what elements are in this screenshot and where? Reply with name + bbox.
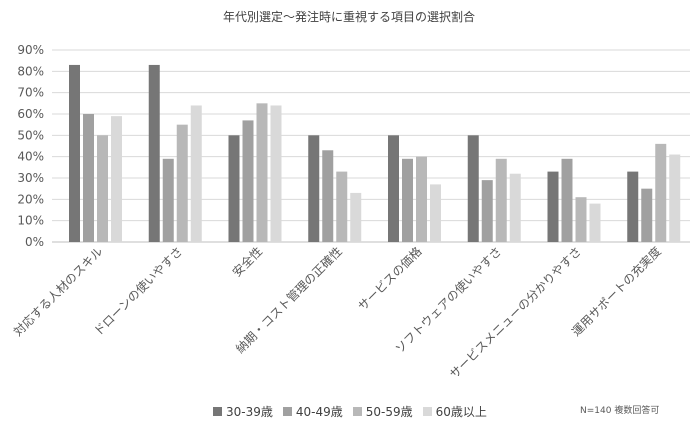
legend-label: 30-39歳	[226, 404, 273, 419]
legend-swatch	[282, 406, 292, 416]
bar	[509, 173, 521, 242]
bar	[270, 105, 282, 242]
legend-label: 60歳以上	[435, 404, 487, 419]
x-tick-label: ドローンの使いやすさ	[90, 244, 185, 339]
bar	[402, 158, 413, 242]
legend-item: 60歳以上	[422, 403, 487, 420]
legend-item: 50-59歳	[352, 403, 413, 420]
x-tick-label: サービスメニューの分かりやすさ	[447, 244, 584, 381]
bar	[97, 135, 108, 242]
bar	[336, 171, 348, 242]
bar	[176, 124, 188, 242]
bar	[388, 135, 399, 242]
legend-swatch	[352, 406, 362, 416]
bar	[162, 158, 174, 242]
bar	[547, 171, 559, 242]
chart-title: 年代別選定〜発注時に重視する項目の選択割合	[222, 10, 475, 24]
bar	[148, 64, 160, 242]
bar	[228, 135, 240, 242]
bar	[308, 135, 320, 242]
bar	[242, 120, 254, 242]
bar	[481, 180, 493, 242]
bar	[322, 150, 334, 242]
bar	[69, 64, 80, 242]
legend: 30-39歳 40-49歳 50-59歳 60歳以上	[213, 403, 487, 419]
bar	[190, 105, 202, 242]
legend-item: 40-49歳	[282, 403, 343, 420]
y-tick-label: 30%	[17, 171, 44, 185]
bar	[669, 154, 681, 242]
bar	[641, 188, 653, 242]
legend-swatch	[213, 406, 222, 416]
bar	[256, 103, 268, 242]
legend-label: 40-49歳	[295, 404, 343, 419]
legend-swatch	[422, 406, 432, 416]
x-tick-label: 運用サポートの充実度	[568, 244, 663, 339]
y-tick-label: 0%	[25, 235, 44, 249]
y-tick-label: 20%	[17, 192, 44, 206]
y-tick-label: 60%	[17, 107, 44, 121]
bar	[561, 158, 573, 242]
bar	[111, 116, 122, 242]
x-tick-label: 対応する人材のスキル	[11, 244, 106, 339]
bar	[83, 114, 94, 242]
legend-label: 50-59歳	[365, 404, 413, 419]
bar	[350, 192, 362, 242]
bar	[627, 171, 639, 242]
bar	[575, 197, 587, 242]
legend-item: 30-39歳	[213, 403, 273, 420]
chart-note: N=140 複数回答可	[580, 406, 660, 416]
y-tick-label: 70%	[17, 86, 44, 100]
y-tick-label: 10%	[17, 214, 44, 228]
bar	[416, 156, 427, 242]
x-tick-label: サービスの価格	[355, 244, 425, 314]
bar	[467, 135, 479, 242]
y-tick-label: 40%	[17, 150, 44, 164]
x-tick-label: 安全性	[229, 244, 265, 280]
bar	[589, 203, 601, 242]
y-tick-label: 90%	[17, 43, 44, 57]
bar	[495, 158, 507, 242]
bar	[655, 143, 667, 242]
y-tick-label: 80%	[17, 64, 44, 78]
bar	[430, 184, 441, 242]
y-tick-label: 50%	[17, 128, 44, 142]
